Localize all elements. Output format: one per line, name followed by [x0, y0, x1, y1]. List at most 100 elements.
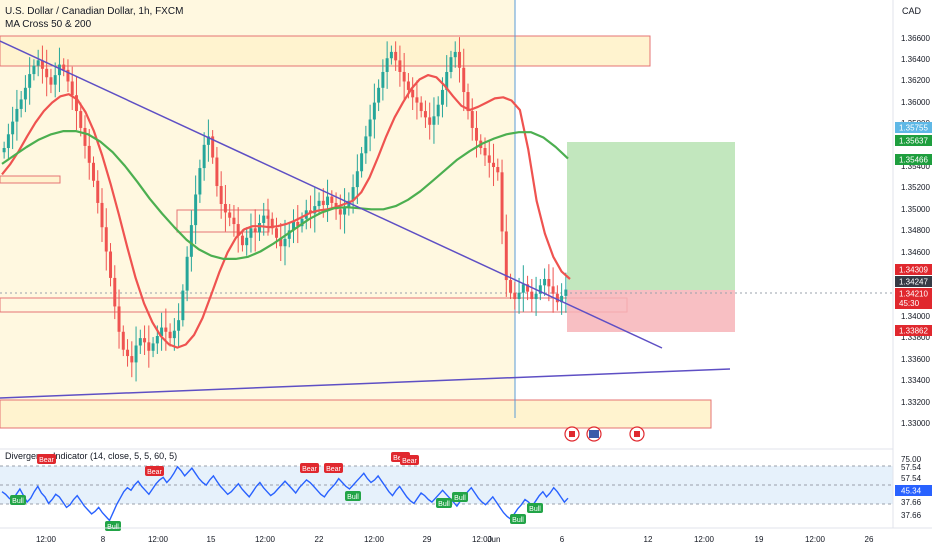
y-tick-label: 1.36000 — [901, 98, 930, 107]
candle-body — [389, 51, 393, 59]
candle-body — [104, 227, 108, 252]
ma200-line — [1, 130, 569, 260]
candle-body — [517, 292, 521, 300]
y-tick-label: 1.33400 — [901, 376, 930, 385]
supply-box-mid[interactable] — [176, 209, 270, 233]
candle-body — [83, 127, 87, 146]
candle-body — [211, 136, 215, 158]
candle-body — [492, 162, 496, 168]
x-tick-label: 22 — [315, 535, 324, 544]
economic-event-flags[interactable] — [564, 426, 645, 442]
candle-body — [126, 349, 130, 357]
bottom-zone-box[interactable] — [0, 399, 712, 429]
candle-body — [15, 108, 19, 122]
candle-body — [470, 111, 474, 128]
candle-body — [92, 162, 95, 181]
candle-body — [147, 342, 151, 351]
candle-body — [36, 60, 40, 66]
candle-body — [475, 127, 478, 141]
candle-body — [87, 145, 91, 163]
y-tick-label: 1.36200 — [901, 76, 930, 85]
candle-body — [453, 51, 457, 58]
candle-body — [49, 77, 53, 85]
price-badge: 1.35637 — [895, 135, 932, 146]
x-tick-label: 19 — [755, 535, 764, 544]
candle-body — [164, 327, 168, 332]
candle-body — [402, 71, 406, 82]
bear-label-4: Bear — [324, 463, 343, 473]
candle-body — [66, 69, 70, 82]
candle-body — [547, 278, 551, 287]
support-box-left[interactable] — [0, 175, 61, 184]
candle-body — [215, 157, 219, 187]
candle-body — [160, 327, 164, 337]
take-profit-zone[interactable] — [567, 142, 735, 290]
candle-body — [198, 168, 202, 195]
candle-body — [483, 148, 487, 156]
candle-body — [381, 71, 385, 88]
candle-body — [432, 116, 436, 125]
candle-body — [194, 194, 198, 226]
candle-body — [109, 251, 113, 278]
candle-body — [415, 97, 419, 103]
x-axis-labels[interactable]: 12:00 8 12:00 15 12:00 22 12:00 29 12:00… — [36, 535, 874, 544]
candle-body — [121, 331, 125, 350]
y-tick-label: 1.33600 — [901, 355, 930, 364]
x-tick-label: 12:00 — [472, 535, 493, 544]
candle-body — [155, 336, 159, 344]
candle-body — [62, 64, 66, 70]
x-tick-label: 12:00 — [805, 535, 826, 544]
bull-label-2: Bull — [105, 521, 121, 531]
resistance-box[interactable] — [0, 35, 651, 67]
stop-loss-zone[interactable] — [567, 290, 735, 332]
candle-body — [181, 290, 185, 321]
candle-body — [2, 148, 6, 153]
y-tick-label: 1.36600 — [901, 34, 930, 43]
candle-body — [543, 278, 547, 286]
candle-body — [245, 237, 249, 246]
bull-label-5: Bull — [452, 492, 468, 502]
oscillator-title: Divergence Indicator (14, close, 5, 5, 6… — [5, 451, 177, 461]
candle-body — [368, 119, 372, 137]
osc-tick-label: 37.66 — [901, 498, 922, 507]
canada-flag-icon-mark — [569, 431, 575, 437]
candle-body — [326, 196, 330, 206]
price-badges: 1.35755 1.35637 1.35466 1.34309 1.34247 … — [895, 122, 932, 336]
osc-tick-label: 37.66 — [901, 511, 922, 520]
candle-body — [321, 200, 325, 206]
candle-body — [79, 111, 83, 128]
candle-body — [113, 277, 117, 307]
session-highlight-zone — [0, 0, 515, 418]
candle-body — [134, 345, 138, 363]
y-tick-label: 1.34000 — [901, 312, 930, 321]
price-badge: 1.33862 — [895, 325, 932, 336]
x-tick-label: 29 — [423, 535, 432, 544]
candle-body — [526, 284, 530, 292]
candle-body — [457, 51, 461, 68]
candle-body — [372, 102, 376, 120]
candle-body — [57, 64, 61, 76]
candle-body — [236, 224, 240, 236]
descending-trendline[interactable] — [0, 40, 663, 349]
oscillator-scale: 75.00 57.54 57.54 45.34 37.66 37.66 — [895, 455, 932, 520]
candle-body — [360, 153, 364, 172]
candle-body — [266, 215, 270, 219]
svg-text:Bear: Bear — [402, 458, 417, 465]
ascending-trendline[interactable] — [0, 368, 731, 399]
candle-body — [138, 338, 142, 346]
y-tick-label: 1.36400 — [901, 55, 930, 64]
candle-body — [292, 221, 296, 231]
osc-tick-label: 57.54 — [901, 463, 922, 472]
y-tick-label: 1.34600 — [901, 248, 930, 257]
candle-body — [496, 167, 500, 173]
candle-body — [317, 200, 321, 207]
y-tick-label: 1.35000 — [901, 205, 930, 214]
price-badge: 1.34309 — [895, 264, 932, 275]
candle-body — [279, 237, 283, 247]
oscillator-series-line — [1, 465, 569, 522]
candle-body — [411, 89, 415, 98]
svg-text:Bull: Bull — [454, 495, 466, 502]
svg-text:1.34309: 1.34309 — [899, 266, 928, 275]
